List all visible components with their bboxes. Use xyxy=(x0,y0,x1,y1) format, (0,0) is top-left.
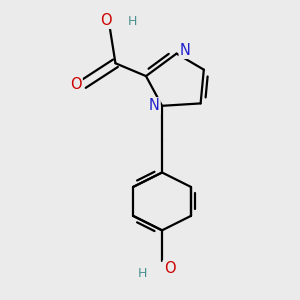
Text: N: N xyxy=(149,98,160,113)
Text: N: N xyxy=(180,43,190,58)
Text: H: H xyxy=(138,267,148,280)
Text: O: O xyxy=(70,76,82,92)
Text: O: O xyxy=(100,13,111,28)
Text: H: H xyxy=(128,15,137,28)
Text: O: O xyxy=(164,261,175,276)
